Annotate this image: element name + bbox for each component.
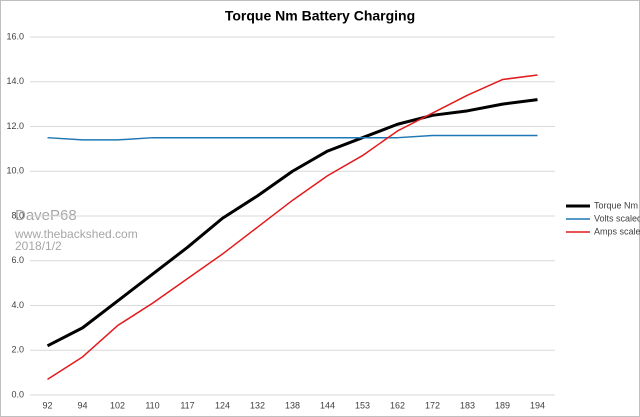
y-tick-label: 10.0	[6, 166, 24, 176]
x-tick-label: 117	[180, 400, 194, 410]
legend-label: Torque Nm	[594, 200, 638, 210]
legend-label: Amps scaled	[594, 226, 640, 236]
x-tick-label: 162	[390, 400, 405, 410]
series-line	[47, 74, 538, 380]
x-tick-label: 92	[42, 400, 52, 410]
x-tick-label: 153	[355, 400, 370, 410]
watermark: 2018/1/2	[15, 239, 62, 253]
series-line	[47, 134, 538, 141]
y-tick-label: 2.0	[11, 345, 24, 355]
x-tick-label: 110	[145, 400, 159, 410]
chart-title: Torque Nm Battery Charging	[225, 8, 415, 24]
y-tick-label: 0.0	[11, 389, 24, 399]
watermark: DaveP68	[15, 207, 77, 224]
y-tick-label: 12.0	[6, 121, 24, 131]
y-tick-label: 4.0	[11, 300, 24, 310]
x-tick-label: 138	[285, 400, 300, 410]
x-tick-label: 194	[530, 400, 545, 410]
series-line	[46, 98, 538, 348]
x-tick-label: 124	[215, 400, 230, 410]
x-tick-label: 172	[425, 400, 440, 410]
x-tick-label: 132	[250, 400, 265, 410]
watermark: www.thebackshed.com	[14, 227, 138, 241]
x-tick-label: 189	[495, 400, 510, 410]
y-tick-label: 16.0	[6, 31, 24, 41]
x-tick-label: 183	[460, 400, 475, 410]
legend-label: Volts scaled	[594, 213, 640, 223]
x-tick-label: 94	[77, 400, 87, 410]
x-tick-label: 144	[320, 400, 335, 410]
y-tick-label: 6.0	[11, 255, 24, 265]
y-tick-label: 8.0	[11, 210, 24, 220]
y-tick-label: 14.0	[6, 76, 24, 86]
x-tick-label: 102	[110, 400, 125, 410]
